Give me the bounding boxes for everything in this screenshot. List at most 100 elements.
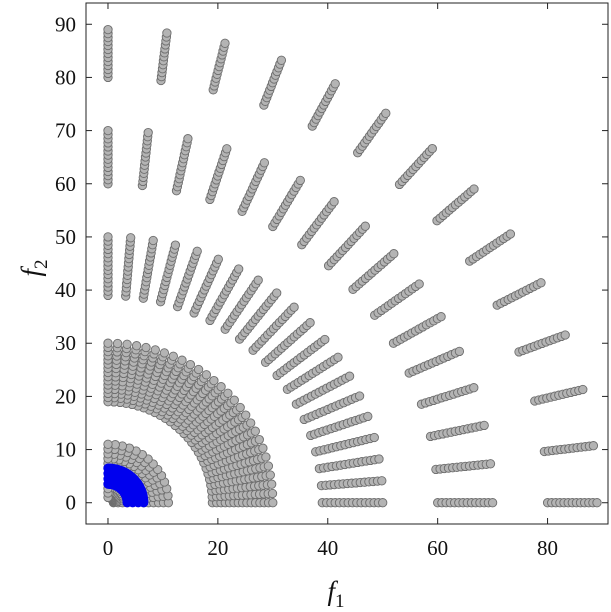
data-point — [485, 459, 496, 469]
y-tick-label: 90 — [55, 12, 76, 36]
data-point — [162, 28, 172, 38]
x-axis-subscript: 1 — [335, 591, 345, 612]
data-point — [487, 498, 498, 508]
data-point — [330, 79, 340, 89]
data-point — [381, 108, 391, 118]
data-point — [216, 382, 226, 392]
y-tick-label: 60 — [55, 172, 76, 196]
data-point — [333, 352, 343, 362]
data-point — [131, 341, 142, 351]
data-point — [222, 144, 232, 154]
x-axis-label: f1 — [327, 576, 344, 612]
data-point — [469, 184, 479, 194]
data-point — [103, 338, 113, 348]
data-point — [223, 388, 233, 398]
data-point — [177, 355, 187, 365]
y-tick-label: 50 — [55, 225, 76, 249]
data-point — [254, 434, 264, 445]
y-axis-subscript: 2 — [31, 259, 52, 269]
x-tick-label: 80 — [537, 536, 558, 560]
data-point — [263, 461, 274, 471]
data-point — [170, 240, 181, 250]
data-point — [592, 498, 602, 508]
data-point — [360, 221, 370, 231]
data-point — [229, 395, 239, 405]
data-point — [344, 371, 355, 381]
data-point — [560, 330, 570, 340]
data-point — [250, 426, 260, 436]
x-tick-label: 0 — [103, 536, 114, 560]
data-point — [276, 55, 287, 65]
y-tick-label: 20 — [55, 384, 76, 408]
x-tick-label: 60 — [427, 536, 448, 560]
data-point — [536, 278, 546, 288]
data-point — [192, 246, 202, 256]
data-point — [369, 432, 379, 443]
data-point — [159, 348, 170, 358]
data-point — [329, 197, 339, 207]
data-point — [268, 498, 278, 508]
highlight-data-point — [103, 463, 113, 473]
data-point — [258, 443, 268, 453]
data-point — [185, 359, 196, 370]
data-point — [213, 254, 223, 264]
data-point — [374, 454, 384, 464]
data-point — [122, 339, 132, 349]
data-point — [241, 410, 251, 420]
data-point — [209, 375, 219, 386]
data-point — [246, 418, 256, 428]
data-point — [414, 279, 424, 289]
data-point — [354, 391, 365, 401]
y-tick-label: 0 — [66, 491, 77, 515]
y-tick-label: 10 — [55, 438, 76, 462]
y-tick-label: 70 — [55, 119, 76, 143]
data-point — [235, 402, 245, 413]
data-point — [112, 338, 123, 349]
data-point — [578, 384, 588, 395]
data-point — [143, 127, 153, 138]
data-point — [265, 470, 275, 480]
data-point — [469, 383, 479, 393]
data-point — [103, 232, 113, 242]
data-point — [261, 452, 271, 462]
data-point — [103, 24, 113, 35]
data-point — [253, 275, 263, 285]
data-point — [363, 411, 373, 422]
data-point — [272, 288, 282, 298]
y-axis-symbol: f — [16, 266, 46, 277]
data-point — [267, 479, 277, 489]
data-point — [103, 439, 113, 449]
x-tick-label: 20 — [207, 536, 228, 560]
data-point — [505, 229, 516, 239]
axis-ticks: 0 20 40 60 80 0 10 20 30 40 50 60 70 80 90 — [55, 3, 608, 560]
y-tick-label: 40 — [55, 278, 76, 302]
data-point — [148, 235, 158, 246]
x-tick-label: 40 — [317, 536, 338, 560]
data-point — [234, 264, 244, 274]
y-tick-label: 30 — [55, 331, 76, 355]
y-axis-label: f2 — [16, 259, 52, 276]
data-point — [168, 351, 178, 361]
data-point — [588, 441, 599, 451]
data-point — [320, 334, 330, 345]
data-point — [141, 342, 151, 353]
data-point — [220, 38, 230, 48]
data-point — [436, 312, 446, 322]
data-point — [427, 143, 437, 154]
data-point — [201, 370, 212, 380]
data-point — [103, 125, 113, 136]
data-point — [289, 302, 299, 312]
data-point — [193, 364, 204, 375]
data-point — [305, 318, 315, 328]
data-point — [126, 233, 136, 243]
data-point — [389, 249, 399, 259]
x-axis-symbol: f — [327, 576, 338, 606]
data-point — [267, 488, 278, 499]
data-point — [377, 476, 387, 486]
data-points — [103, 24, 602, 508]
y-tick-label: 80 — [55, 65, 76, 89]
data-point — [183, 134, 193, 144]
data-point — [150, 345, 160, 355]
data-point — [454, 346, 465, 357]
